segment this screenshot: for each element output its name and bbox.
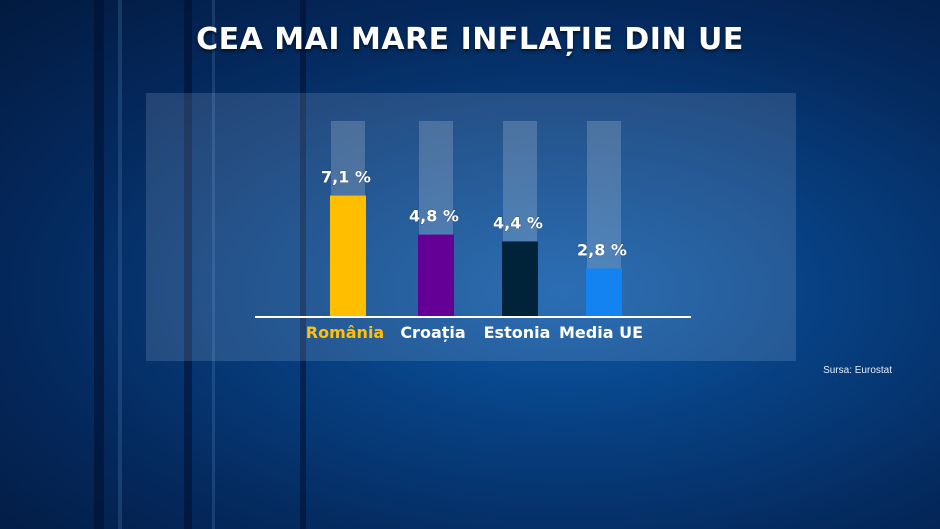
category-label: Media UE: [559, 323, 643, 342]
data-label: 2,8 %: [577, 241, 627, 260]
category-label: Croația: [400, 323, 465, 342]
data-label: 4,4 %: [493, 213, 543, 232]
bar-3: [586, 268, 622, 316]
page-title: CEA MAI MARE INFLAȚIE DIN UE: [196, 22, 744, 57]
source-note: Sursa: Eurostat: [823, 365, 892, 376]
category-label: Estonia: [484, 323, 551, 342]
data-label: 4,8 %: [409, 207, 459, 226]
bar-1: [418, 234, 454, 316]
category-label: România: [306, 323, 384, 342]
bar-0: [330, 195, 366, 316]
bar-2: [502, 241, 538, 316]
data-label: 7,1 %: [321, 168, 371, 187]
